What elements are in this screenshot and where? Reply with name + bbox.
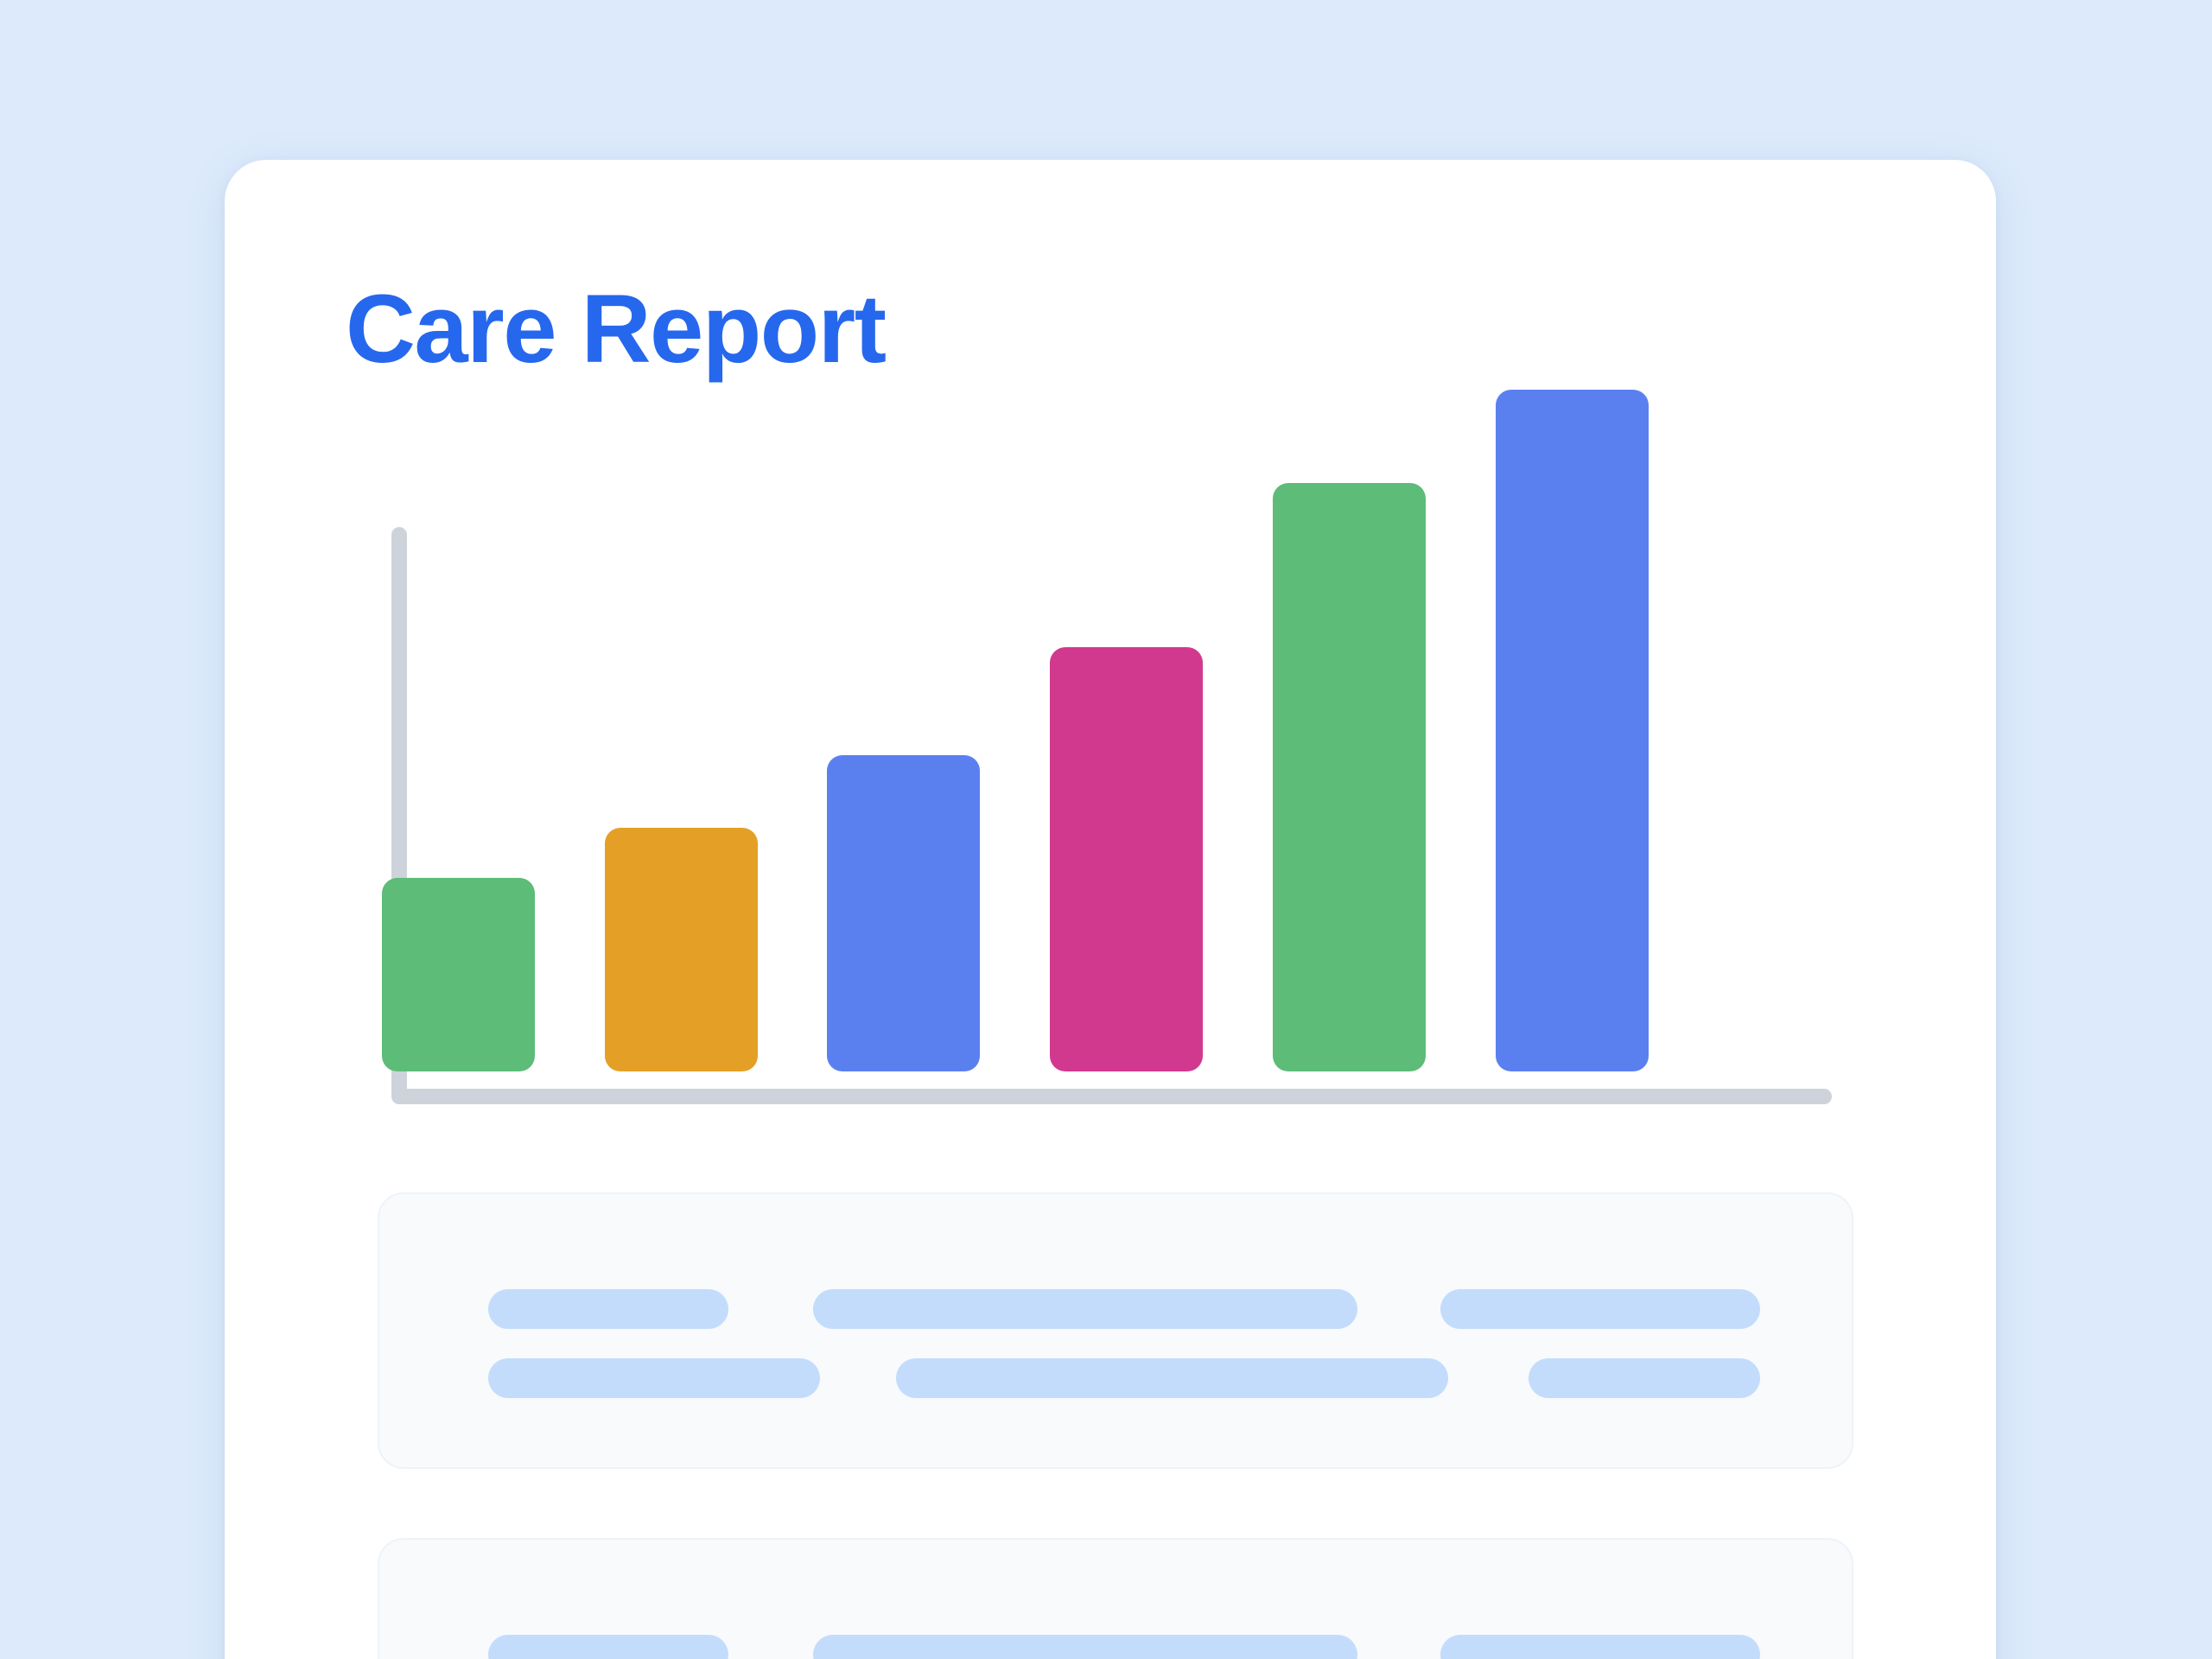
placeholder-row: [379, 1358, 1852, 1398]
content-placeholder-panel-1: [378, 1192, 1853, 1469]
chart-bar: [1050, 647, 1203, 1071]
placeholder-pill: [488, 1358, 820, 1398]
bar-chart: [225, 160, 1996, 1162]
placeholder-pill: [1440, 1289, 1760, 1329]
placeholder-pill: [488, 1289, 728, 1329]
report-card: Care Report: [225, 160, 1996, 1659]
chart-bar: [382, 878, 535, 1071]
placeholder-row: [379, 1635, 1852, 1659]
chart-bar: [1273, 483, 1426, 1071]
chart-bar: [827, 755, 980, 1071]
placeholder-pill: [1529, 1358, 1760, 1398]
placeholder-pill: [813, 1635, 1357, 1659]
placeholder-pill: [1440, 1635, 1760, 1659]
chart-bar: [605, 828, 758, 1071]
placeholder-pill: [488, 1635, 728, 1659]
chart-bars-group: [225, 160, 1996, 1162]
chart-x-axis: [391, 1089, 1832, 1104]
chart-bar: [1496, 390, 1649, 1071]
content-placeholder-panel-2: [378, 1538, 1853, 1659]
placeholder-pill: [813, 1289, 1357, 1329]
placeholder-row: [379, 1289, 1852, 1329]
placeholder-pill: [896, 1358, 1448, 1398]
page-title: Care Report: [346, 275, 887, 383]
